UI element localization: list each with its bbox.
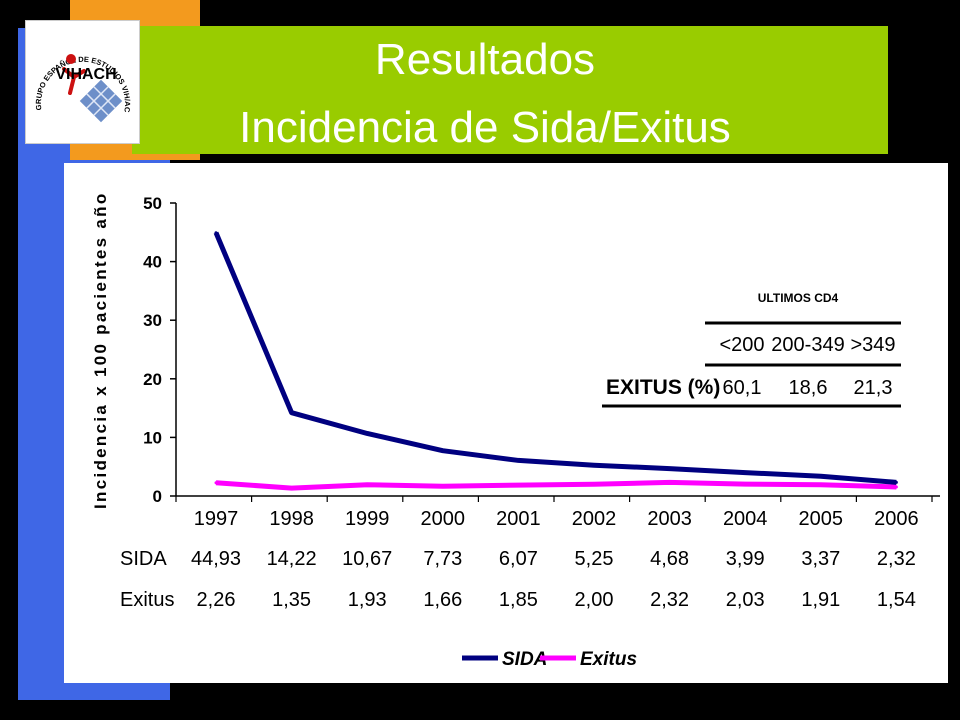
table-value-sida: 14,22 [267, 548, 317, 570]
y-tick-label: 40 [143, 253, 162, 272]
table-value-sida: 7,73 [423, 548, 462, 570]
table-value-exitus: 1,85 [499, 589, 538, 611]
table-value-exitus: 2,00 [575, 589, 614, 611]
table-value-sida: 3,99 [726, 548, 765, 570]
data-point-sida [743, 471, 747, 475]
series-line-sida [213, 231, 897, 485]
data-point-exitus [894, 485, 898, 489]
y-tick-label: 30 [143, 311, 162, 330]
chart-panel: Incidencia x 100 pacientes año 0 10 20 30 40… [64, 163, 948, 683]
data-point-exitus [819, 483, 823, 487]
legend-label-exitus: Exitus [580, 649, 637, 670]
x-tick-label: 2000 [421, 508, 466, 530]
table-value-exitus: 1,54 [877, 589, 916, 611]
inset-value-200-349: 18,6 [789, 377, 828, 399]
data-point-sida [441, 449, 445, 453]
data-point-sida [819, 474, 823, 478]
data-point-exitus [516, 483, 520, 487]
table-value-sida: 6,07 [499, 548, 538, 570]
inset-value-gt349: 21,3 [854, 377, 893, 399]
data-point-sida [516, 458, 520, 462]
x-tick-label: 1998 [269, 508, 314, 530]
inset-header-200-349: 200-349 [771, 334, 844, 356]
table-value-exitus: 1,93 [348, 589, 387, 611]
x-axis: 1997 1998 1999 2000 2001 2002 2003 2004 2005 2006 [175, 495, 940, 530]
data-table: SIDA 44,93 14,22 10,67 7,73 6,07 5,25 4,68 3,99 3… [120, 548, 916, 611]
x-tick-label: 2003 [647, 508, 692, 530]
data-point-exitus [592, 482, 596, 486]
series-line-exitus [215, 479, 897, 491]
series-lines [213, 231, 898, 491]
table-value-sida: 4,68 [650, 548, 689, 570]
data-point-sida [668, 467, 672, 471]
table-value-sida: 3,37 [801, 548, 840, 570]
data-point-exitus [365, 483, 369, 487]
inset-header-gt349: >349 [850, 334, 895, 356]
x-tick-label: 2001 [496, 508, 541, 530]
data-point-sida [290, 411, 294, 415]
x-tick-label: 2006 [874, 508, 919, 530]
table-value-sida: 44,93 [191, 548, 241, 570]
data-point-exitus [441, 484, 445, 488]
incidence-chart: Incidencia x 100 pacientes año 0 10 20 30 40… [91, 191, 940, 670]
title-band [132, 26, 888, 154]
data-point-sida [214, 231, 218, 235]
table-value-sida: 2,32 [877, 548, 916, 570]
table-row-label-sida: SIDA [120, 548, 167, 570]
y-tick-label: 0 [153, 487, 162, 506]
slide-title: Resultados [374, 35, 596, 84]
x-tick-label: 2004 [723, 508, 768, 530]
table-value-exitus: 1,91 [801, 589, 840, 611]
chart-legend: SIDA Exitus [462, 649, 637, 670]
table-value-exitus: 2,26 [197, 589, 236, 611]
data-point-exitus [743, 482, 747, 486]
vihach-logo: GRUPO ESPAÑOL DE ESTUDIOS VIH/ACH VIHACH [23, 14, 140, 144]
cd4-inset-table: ULTIMOS CD4 <200 200-349 >349 EXITUS (%)… [602, 291, 901, 408]
inset-value-lt200: 60,1 [723, 377, 762, 399]
inset-title: ULTIMOS CD4 [758, 291, 839, 305]
data-point-exitus [214, 481, 218, 485]
x-tick-label: 1997 [194, 508, 239, 530]
y-tick-label: 20 [143, 370, 162, 389]
legend-label-sida: SIDA [502, 649, 547, 670]
data-point-exitus [290, 486, 294, 490]
logo-mark: VIHACH [55, 66, 116, 83]
logo-graphic: GRUPO ESPAÑOL DE ESTUDIOS VIH/ACH VIHACH [23, 14, 132, 123]
table-value-exitus: 1,35 [272, 589, 311, 611]
data-point-exitus [668, 480, 672, 484]
data-point-sida [365, 431, 369, 435]
y-axis: 0 10 20 30 40 50 [143, 194, 177, 506]
table-value-sida: 10,67 [342, 548, 392, 570]
x-tick-label: 2005 [799, 508, 844, 530]
data-point-sida [592, 463, 596, 467]
table-value-exitus: 2,03 [726, 589, 765, 611]
table-value-exitus: 1,66 [423, 589, 462, 611]
inset-header-lt200: <200 [719, 334, 764, 356]
slide-subtitle: Incidencia de Sida/Exitus [239, 103, 731, 152]
inset-row-label: EXITUS (%) [606, 376, 720, 399]
table-row-label-exitus: Exitus [120, 589, 174, 611]
table-value-exitus: 2,32 [650, 589, 689, 611]
y-axis-label: Incidencia x 100 pacientes año [91, 191, 110, 509]
data-point-sida [894, 480, 898, 484]
y-tick-label: 50 [143, 194, 162, 213]
x-tick-label: 1999 [345, 508, 390, 530]
y-tick-label: 10 [143, 428, 162, 447]
x-tick-label: 2002 [572, 508, 617, 530]
table-value-sida: 5,25 [575, 548, 614, 570]
